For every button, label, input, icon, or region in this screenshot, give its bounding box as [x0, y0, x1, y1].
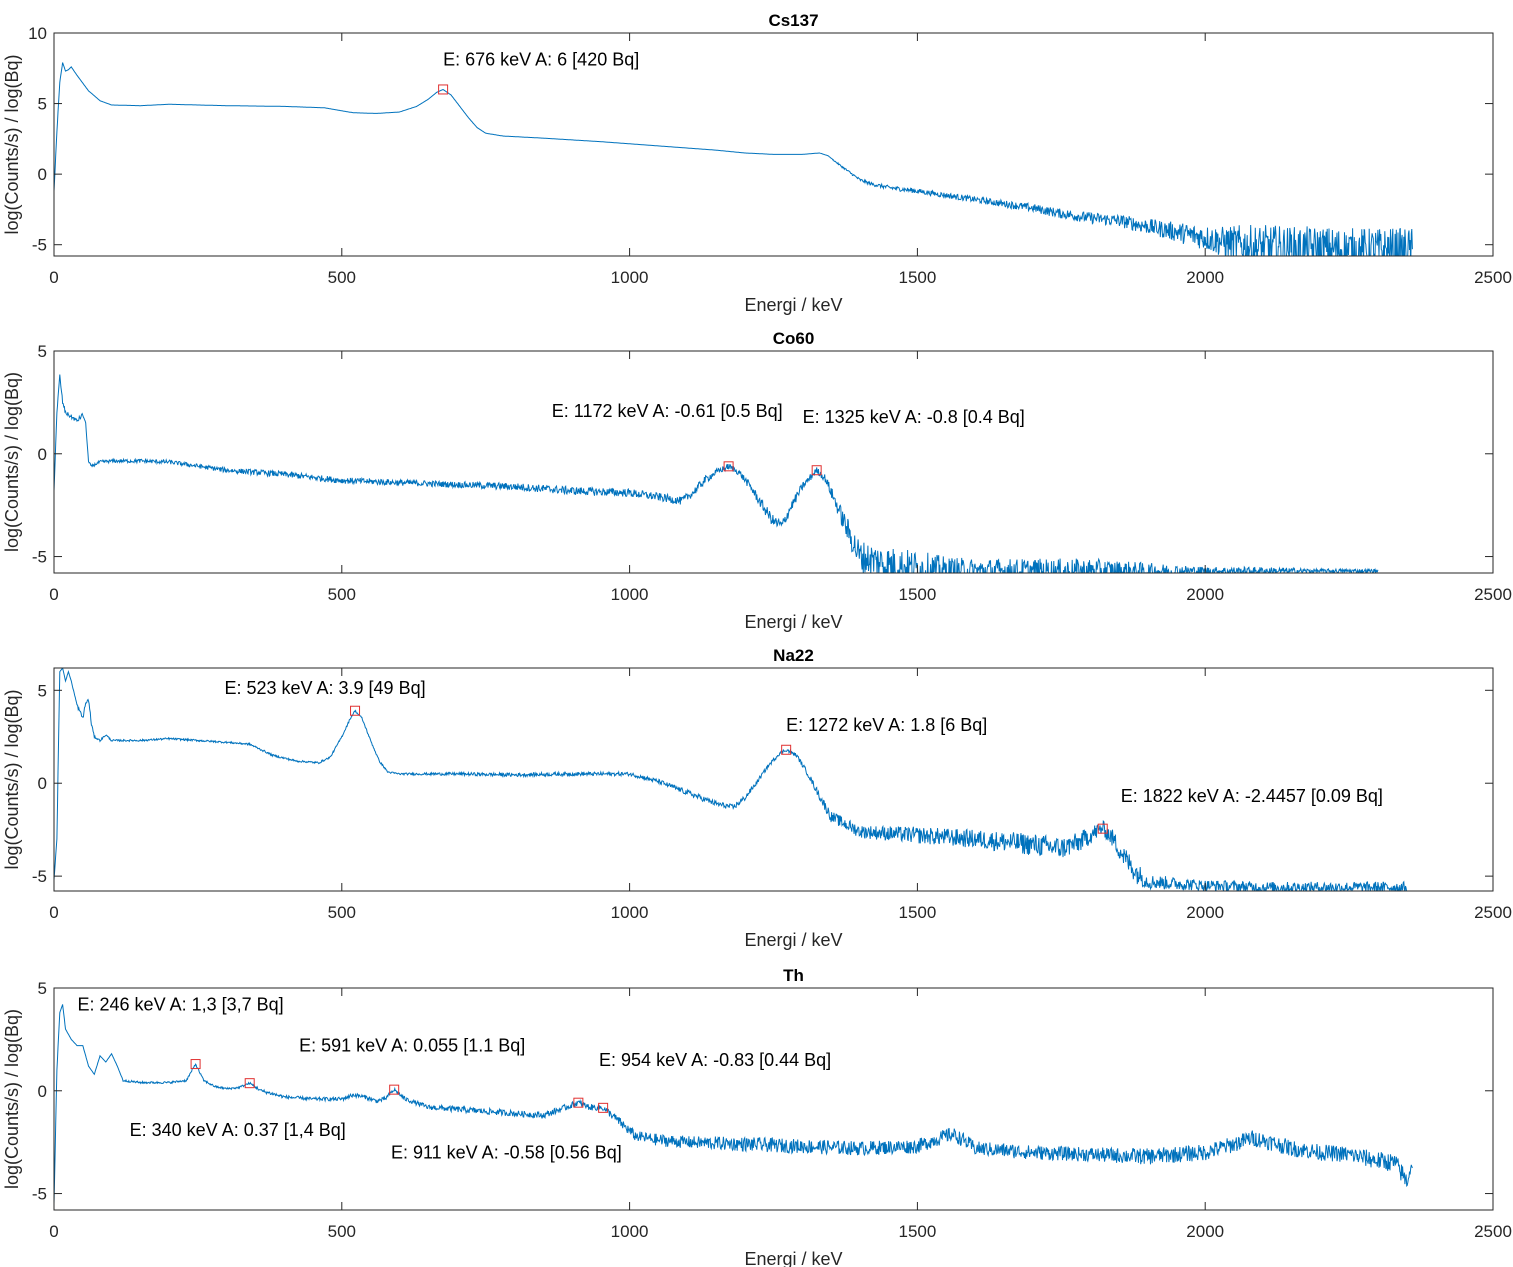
x-tick-label: 500: [328, 585, 356, 604]
peak-marker: [244, 1078, 255, 1089]
y-tick-label: 5: [38, 95, 47, 114]
x-tick-label: 500: [328, 903, 356, 922]
peak-marker: [190, 1059, 201, 1070]
x-axis-label: Energi / keV: [744, 1249, 842, 1267]
subplot-title: Na22: [773, 646, 814, 665]
x-tick-label: 1000: [611, 903, 649, 922]
series-line: [54, 1004, 1413, 1204]
x-tick-label: 2500: [1474, 585, 1512, 604]
peak-annotation: E: 591 keV A: 0.055 [1.1 Bq]: [299, 1036, 525, 1056]
x-tick-label: 0: [49, 903, 58, 922]
x-tick-label: 2500: [1474, 1222, 1512, 1241]
peak-annotation: E: 911 keV A: -0.58 [0.56 Bq]: [391, 1143, 622, 1163]
x-tick-label: 1000: [611, 585, 649, 604]
x-tick-label: 0: [49, 585, 58, 604]
series-line: [54, 62, 1413, 256]
x-tick-label: 2500: [1474, 903, 1512, 922]
peak-marker: [438, 84, 449, 95]
x-axis-label: Energi / keV: [744, 295, 842, 315]
axes-box: [53, 987, 1494, 1211]
peak-annotation: E: 676 keV A: 6 [420 Bq]: [443, 49, 639, 69]
x-tick-label: 0: [49, 1222, 58, 1241]
peak-marker: [1097, 823, 1108, 834]
y-tick-label: 10: [28, 24, 47, 43]
peak-marker: [573, 1097, 584, 1108]
peak-marker: [350, 705, 361, 716]
y-tick-label: -5: [32, 548, 47, 567]
y-tick-label: 0: [38, 1082, 47, 1101]
axes-box: [53, 32, 1494, 257]
y-axis-label: log(Counts/s) / log(Bq): [2, 1009, 22, 1189]
peak-annotation: E: 1325 keV A: -0.8 [0.4 Bq]: [803, 407, 1025, 427]
x-tick-label: 500: [328, 1222, 356, 1241]
subplot-title: Cs137: [768, 11, 818, 30]
y-axis-label: log(Counts/s) / log(Bq): [2, 54, 22, 234]
peak-marker: [723, 461, 734, 472]
y-tick-label: -5: [32, 867, 47, 886]
y-tick-label: 0: [38, 774, 47, 793]
peak-marker: [598, 1102, 609, 1113]
y-tick-label: 5: [38, 681, 47, 700]
peak-annotation: E: 1822 keV A: -2.4457 [0.09 Bq]: [1121, 786, 1383, 806]
peak-annotation: E: 954 keV A: -0.83 [0.44 Bq]: [599, 1050, 831, 1070]
series-line: [54, 668, 1408, 891]
peak-marker: [781, 744, 792, 755]
x-tick-label: 1500: [898, 1222, 936, 1241]
peak-marker: [389, 1084, 400, 1095]
axes-box: [53, 350, 1494, 574]
axes-box: [53, 667, 1494, 892]
y-tick-label: 5: [38, 979, 47, 998]
x-tick-label: 1000: [611, 1222, 649, 1241]
peak-annotation: E: 1172 keV A: -0.61 [0.5 Bq]: [552, 401, 783, 421]
y-tick-label: 5: [38, 342, 47, 361]
x-tick-label: 2000: [1186, 903, 1224, 922]
y-tick-label: 0: [38, 445, 47, 464]
y-tick-label: -5: [32, 1185, 47, 1204]
x-tick-label: 1500: [898, 585, 936, 604]
peak-annotation: E: 246 keV A: 1,3 [3,7 Bq]: [78, 995, 284, 1015]
x-tick-label: 2000: [1186, 1222, 1224, 1241]
x-tick-label: 1500: [898, 903, 936, 922]
x-axis-label: Energi / keV: [744, 612, 842, 632]
x-tick-label: 1500: [898, 268, 936, 287]
peak-annotation: E: 340 keV A: 0.37 [1,4 Bq]: [130, 1120, 346, 1140]
x-tick-label: 2000: [1186, 585, 1224, 604]
peak-annotation: E: 523 keV A: 3.9 [49 Bq]: [224, 678, 425, 698]
x-tick-label: 0: [49, 268, 58, 287]
series-line: [54, 374, 1379, 573]
subplot-title: Th: [783, 966, 804, 985]
subplot-title: Co60: [773, 329, 815, 348]
peak-marker: [811, 465, 822, 476]
y-axis-label: log(Counts/s) / log(Bq): [2, 689, 22, 869]
x-tick-label: 1000: [611, 268, 649, 287]
y-tick-label: -5: [32, 236, 47, 255]
x-tick-label: 500: [328, 268, 356, 287]
y-axis-label: log(Counts/s) / log(Bq): [2, 372, 22, 552]
y-tick-label: 0: [38, 165, 47, 184]
x-tick-label: 2000: [1186, 268, 1224, 287]
peak-annotation: E: 1272 keV A: 1.8 [6 Bq]: [786, 715, 987, 735]
x-axis-label: Energi / keV: [744, 930, 842, 950]
x-tick-label: 2500: [1474, 268, 1512, 287]
